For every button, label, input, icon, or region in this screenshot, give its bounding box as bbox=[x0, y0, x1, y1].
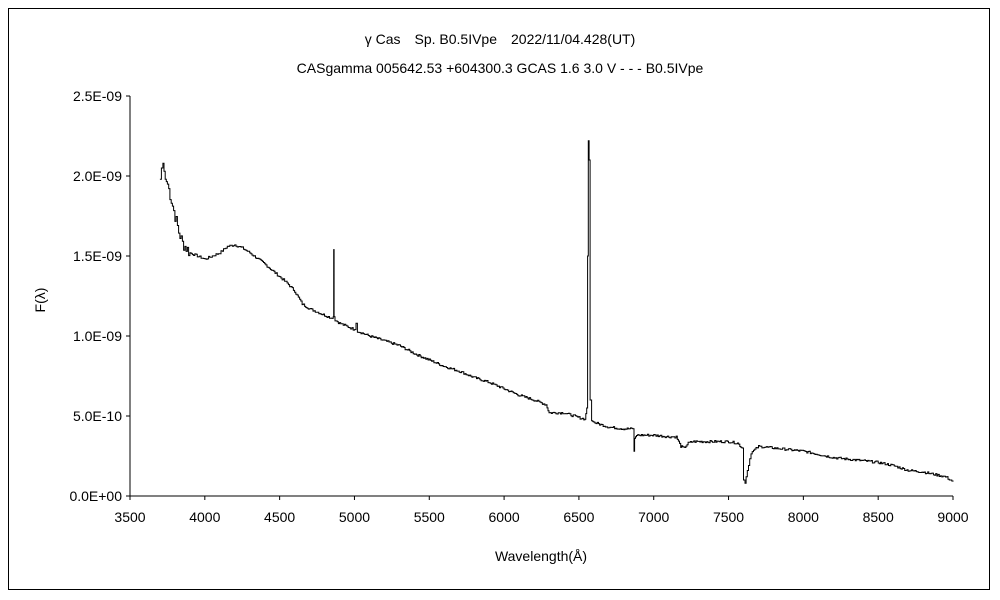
x-tick-label: 3500 bbox=[114, 509, 145, 525]
y-tick-label: 1.0E-09 bbox=[73, 328, 122, 344]
x-tick-label: 6000 bbox=[489, 509, 520, 525]
x-tick-label: 8500 bbox=[863, 509, 894, 525]
y-tick-label: 5.0E-10 bbox=[73, 408, 122, 424]
x-tick-label: 6500 bbox=[563, 509, 594, 525]
x-tick-label: 5500 bbox=[414, 509, 445, 525]
chart-frame bbox=[8, 8, 990, 590]
x-tick-label: 5000 bbox=[339, 509, 370, 525]
y-axis-label: F(λ) bbox=[32, 288, 48, 313]
y-tick-label: 2.0E-09 bbox=[73, 168, 122, 184]
chart-subtitle: CASgamma 005642.53 +604300.3 GCAS 1.6 3.… bbox=[296, 60, 704, 76]
x-tick-label: 7500 bbox=[713, 509, 744, 525]
x-tick-label: 8000 bbox=[788, 509, 819, 525]
y-tick-label: 2.5E-09 bbox=[73, 88, 122, 104]
chart-title: γ Cas Sp. B0.5IVpe 2022/11/04.428(UT) bbox=[364, 31, 636, 47]
x-tick-label: 7000 bbox=[638, 509, 669, 525]
y-tick-label: 1.5E-09 bbox=[73, 248, 122, 264]
spectrum-line bbox=[159, 140, 954, 484]
x-tick-label: 4000 bbox=[189, 509, 220, 525]
y-tick-label: 0.0E+00 bbox=[69, 488, 122, 504]
x-tick-label: 4500 bbox=[264, 509, 295, 525]
x-axis-label: Wavelength(Å) bbox=[495, 548, 587, 564]
x-tick-label: 9000 bbox=[937, 509, 968, 525]
